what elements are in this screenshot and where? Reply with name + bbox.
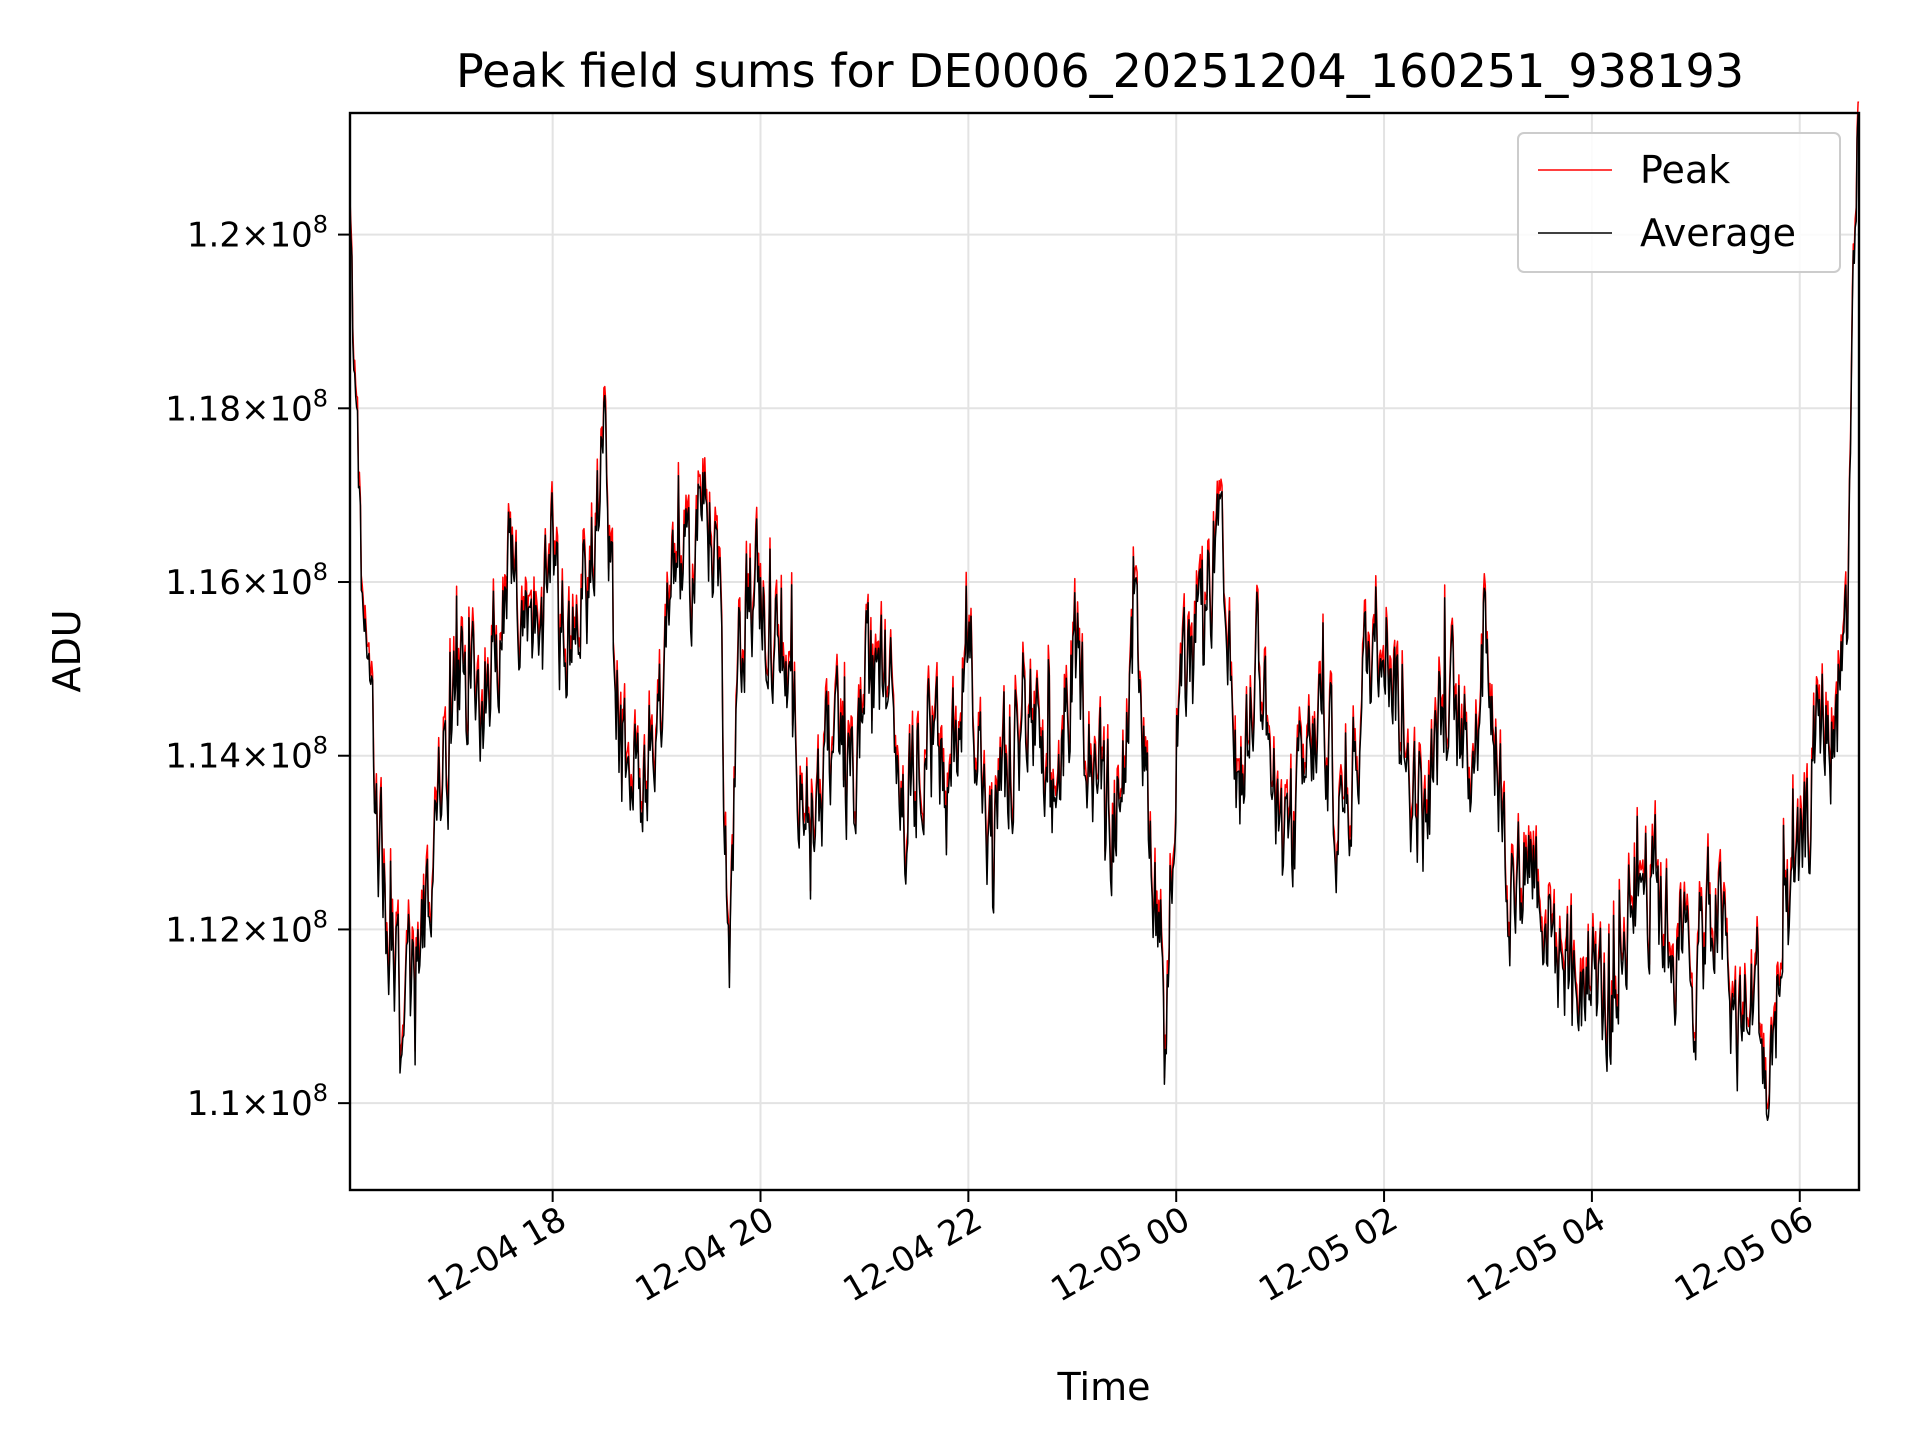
y-tick-label: 1.2×108: [187, 211, 328, 256]
legend-label-average: Average: [1640, 211, 1796, 255]
y-tick-label: 1.14×108: [165, 732, 328, 777]
y-axis-label: ADU: [45, 609, 89, 692]
x-axis-label: Time: [1057, 1365, 1151, 1409]
plot-frame: [348, 111, 1861, 1192]
series-line-average: [349, 113, 1859, 1122]
legend: Peak Average: [1517, 132, 1841, 273]
y-axis: 1.1×108 1.12×108 1.14×108 1.16×108 1.18×108 1…: [165, 211, 350, 1124]
y-tick-label: 1.16×108: [165, 558, 328, 603]
chart-title: Peak field sums for DE0006_20251204_1602…: [456, 44, 1744, 98]
y-tick-label: 1.18×108: [165, 384, 328, 429]
series-layer: [349, 101, 1860, 1122]
legend-box: [1517, 132, 1841, 273]
y-tick-label: 1.12×108: [165, 905, 328, 950]
y-tick-label: 1.1×108: [187, 1079, 328, 1124]
legend-label-peak: Peak: [1640, 148, 1730, 192]
